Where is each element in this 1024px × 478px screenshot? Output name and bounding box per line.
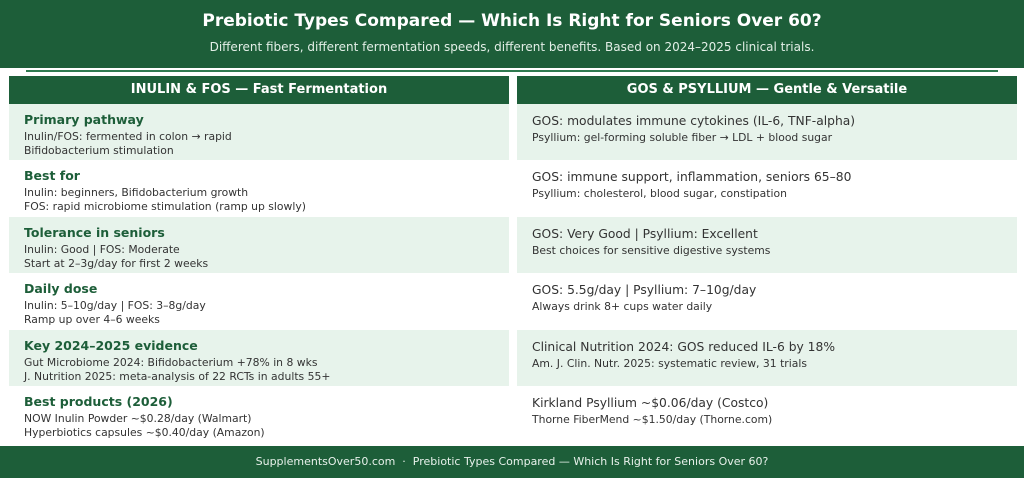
row: GOS: 5.5g/day | Psyllium: 7–10g/day Alway…: [517, 273, 1017, 329]
row-label: Key 2024–2025 evidence: [24, 337, 198, 353]
row-text: Inulin/FOS: fermented in colon → rapid: [24, 130, 232, 143]
row: Clinical Nutrition 2024: GOS reduced IL-…: [517, 329, 1017, 386]
row: Tolerance in seniors Inulin: Good | FOS: …: [9, 216, 509, 274]
row: GOS: immune support, inflammation, senio…: [517, 160, 1017, 216]
row-text: Inulin: Good | FOS: Moderate: [24, 242, 180, 256]
row-text: GOS: Very Good | Psyllium: Excellent: [532, 226, 758, 241]
row-text: Thorne FiberMend ~$1.50/day (Thorne.com): [532, 412, 773, 426]
row-text: Bifidobacterium stimulation: [24, 144, 174, 157]
row-text: Best choices for sensitive digestive sys…: [532, 243, 771, 257]
row-text: GOS: immune support, inflammation, senio…: [532, 170, 852, 185]
column: INULIN & FOS — Fast Fermentation Primary …: [9, 76, 509, 442]
row-text: Inulin: beginners, Bifidobacterium growt…: [24, 186, 249, 200]
row-text: Am. J. Clin. Nutr. 2025: systematic revi…: [532, 356, 807, 370]
row-text: Gut Microbiome 2024: Bifidobacterium +78…: [24, 355, 318, 369]
column-heading: INULIN & FOS — Fast Fermentation: [9, 76, 509, 104]
row-text: Kirkland Psyllium ~$0.06/day (Costco): [532, 395, 769, 410]
row: Best for Inulin: beginners, Bifidobacteri…: [9, 160, 509, 216]
row-label: Daily dose: [24, 281, 98, 297]
row-label: Best products (2026): [24, 393, 173, 409]
row: Key 2024–2025 evidence Gut Microbiome 202…: [9, 329, 509, 386]
row-label: Best for: [24, 168, 80, 184]
row: Kirkland Psyllium ~$0.06/day (Costco) Tho…: [517, 386, 1017, 442]
row: Primary pathway Inulin/FOS: fermented in …: [9, 104, 509, 161]
row-text: GOS: 5.5g/day | Psyllium: 7–10g/day: [532, 283, 757, 298]
footer: SupplementsOver50.com · Prebiotic Types …: [0, 446, 1024, 478]
subtitle: Different fibers, different fermentation…: [209, 40, 815, 54]
row-text: Ramp up over 4–6 weeks: [24, 313, 160, 327]
column: GOS & PSYLLIUM — Gentle & Versatile GOS: …: [517, 76, 1017, 442]
row: GOS: modulates immune cytokines (IL-6, T…: [517, 104, 1017, 161]
row-text: Start at 2–3g/day for first 2 weeks: [24, 256, 209, 270]
row: GOS: Very Good | Psyllium: Excellent Best…: [517, 216, 1017, 274]
row-text: J. Nutrition 2025: meta-analysis of 22 R…: [24, 369, 331, 383]
divider: [26, 70, 998, 72]
row-label: Tolerance in seniors: [24, 224, 165, 240]
row-label: Primary pathway: [24, 112, 144, 127]
row-text: GOS: modulates immune cytokines (IL-6, T…: [532, 114, 856, 128]
row-text: Psyllium: cholesterol, blood sugar, cons…: [532, 187, 787, 201]
row-text: Clinical Nutrition 2024: GOS reduced IL-…: [532, 339, 836, 354]
column-heading: GOS & PSYLLIUM — Gentle & Versatile: [517, 76, 1017, 104]
row-text: Psyllium: gel-forming soluble fiber → LD…: [532, 131, 833, 144]
row: Best products (2026) NOW Inulin Powder ~$…: [9, 386, 509, 442]
row-text: Always drink 8+ cups water daily: [532, 300, 713, 314]
row: Daily dose Inulin: 5–10g/day | FOS: 3–8g/…: [9, 273, 509, 329]
row-text: Hyperbiotics capsules ~$0.40/day (Amazon…: [24, 425, 265, 439]
row-text: FOS: rapid microbiome stimulation (ramp …: [24, 200, 306, 214]
title: Prebiotic Types Compared — Which Is Righ…: [202, 11, 822, 31]
row-text: NOW Inulin Powder ~$0.28/day (Walmart): [24, 411, 252, 425]
header: Prebiotic Types Compared — Which Is Righ…: [0, 0, 1024, 68]
row-text: Inulin: 5–10g/day | FOS: 3–8g/day: [24, 299, 206, 313]
